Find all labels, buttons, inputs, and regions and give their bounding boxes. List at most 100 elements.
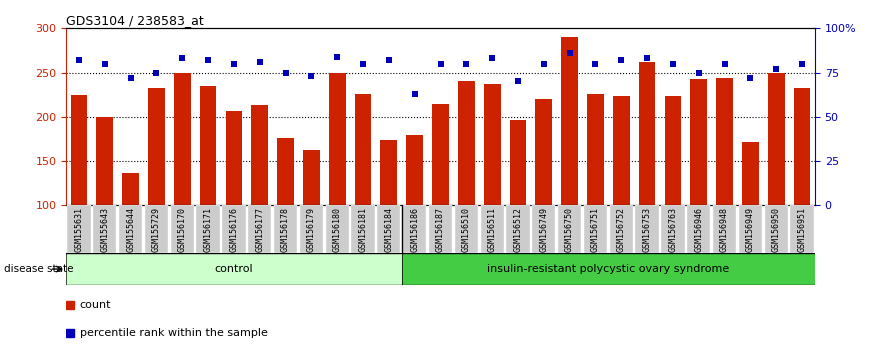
Point — [175, 56, 189, 61]
Text: GSM156170: GSM156170 — [178, 207, 187, 252]
Bar — [458, 81, 475, 205]
Point — [150, 70, 164, 75]
Text: GSM156176: GSM156176 — [229, 207, 239, 252]
Point — [304, 73, 318, 79]
Point — [459, 61, 473, 67]
Point — [98, 61, 112, 67]
Text: GSM156177: GSM156177 — [255, 207, 264, 252]
Bar — [536, 99, 552, 205]
Point — [717, 61, 731, 67]
Text: GSM156751: GSM156751 — [591, 207, 600, 252]
Bar — [402, 253, 815, 285]
Bar — [122, 172, 139, 205]
FancyBboxPatch shape — [584, 205, 607, 253]
Point — [537, 61, 551, 67]
Text: percentile rank within the sample: percentile rank within the sample — [79, 327, 268, 338]
FancyBboxPatch shape — [171, 205, 194, 253]
FancyBboxPatch shape — [93, 205, 116, 253]
Point — [330, 54, 344, 59]
Bar — [278, 138, 294, 205]
FancyBboxPatch shape — [377, 205, 401, 253]
Text: GSM155644: GSM155644 — [126, 207, 135, 252]
Point — [563, 50, 577, 56]
Point — [72, 57, 86, 63]
Bar — [742, 142, 759, 205]
Bar — [664, 96, 681, 205]
Text: GSM156951: GSM156951 — [797, 207, 806, 252]
FancyBboxPatch shape — [687, 205, 710, 253]
Point — [666, 61, 680, 67]
Bar — [406, 135, 423, 205]
Text: GSM156187: GSM156187 — [436, 207, 445, 252]
Text: GDS3104 / 238583_at: GDS3104 / 238583_at — [66, 14, 204, 27]
Text: count: count — [79, 299, 111, 310]
Bar — [509, 120, 526, 205]
Bar — [432, 104, 449, 205]
Point — [640, 56, 654, 61]
FancyBboxPatch shape — [507, 205, 529, 253]
Bar — [251, 105, 268, 205]
Text: control: control — [215, 264, 253, 274]
Text: GSM156512: GSM156512 — [514, 207, 522, 252]
Bar — [794, 88, 811, 205]
Bar — [200, 86, 217, 205]
FancyBboxPatch shape — [739, 205, 762, 253]
Bar — [587, 94, 603, 205]
Text: GSM156178: GSM156178 — [281, 207, 290, 252]
Bar — [716, 78, 733, 205]
Text: insulin-resistant polycystic ovary syndrome: insulin-resistant polycystic ovary syndr… — [487, 264, 729, 274]
Text: GSM156750: GSM156750 — [565, 207, 574, 252]
FancyBboxPatch shape — [119, 205, 142, 253]
Text: GSM156184: GSM156184 — [384, 207, 393, 252]
Text: GSM155631: GSM155631 — [75, 207, 84, 252]
FancyBboxPatch shape — [558, 205, 581, 253]
FancyBboxPatch shape — [713, 205, 737, 253]
Point — [795, 61, 809, 67]
Point — [123, 75, 137, 81]
Bar — [174, 73, 190, 205]
Point — [692, 70, 706, 75]
Bar — [484, 84, 500, 205]
FancyBboxPatch shape — [480, 205, 504, 253]
Text: GSM156752: GSM156752 — [617, 207, 626, 252]
Text: GSM156950: GSM156950 — [772, 207, 781, 252]
Point — [278, 70, 292, 75]
Text: GSM156510: GSM156510 — [462, 207, 470, 252]
Bar — [561, 37, 578, 205]
FancyBboxPatch shape — [429, 205, 452, 253]
Text: GSM156171: GSM156171 — [204, 207, 212, 252]
FancyBboxPatch shape — [403, 205, 426, 253]
Bar — [96, 117, 113, 205]
Text: GSM156181: GSM156181 — [359, 207, 367, 252]
FancyBboxPatch shape — [790, 205, 814, 253]
FancyBboxPatch shape — [300, 205, 323, 253]
Text: GSM155729: GSM155729 — [152, 207, 161, 252]
FancyBboxPatch shape — [326, 205, 349, 253]
Text: GSM156753: GSM156753 — [642, 207, 652, 252]
Bar — [70, 95, 87, 205]
Text: GSM156948: GSM156948 — [720, 207, 729, 252]
FancyBboxPatch shape — [248, 205, 271, 253]
Bar — [303, 149, 320, 205]
FancyBboxPatch shape — [765, 205, 788, 253]
Bar — [226, 110, 242, 205]
Bar — [381, 140, 397, 205]
Text: GSM155643: GSM155643 — [100, 207, 109, 252]
FancyBboxPatch shape — [635, 205, 659, 253]
Point — [356, 61, 370, 67]
Point — [408, 91, 422, 97]
Point — [485, 56, 500, 61]
Text: disease state: disease state — [4, 264, 74, 274]
Bar — [66, 253, 402, 285]
Point — [253, 59, 267, 65]
Bar — [691, 79, 707, 205]
Bar — [355, 94, 372, 205]
Text: GSM156749: GSM156749 — [539, 207, 548, 252]
FancyBboxPatch shape — [352, 205, 374, 253]
FancyBboxPatch shape — [144, 205, 168, 253]
Point — [769, 66, 783, 72]
Bar — [148, 88, 165, 205]
Text: GSM156949: GSM156949 — [746, 207, 755, 252]
Point — [381, 57, 396, 63]
Text: GSM156179: GSM156179 — [307, 207, 316, 252]
